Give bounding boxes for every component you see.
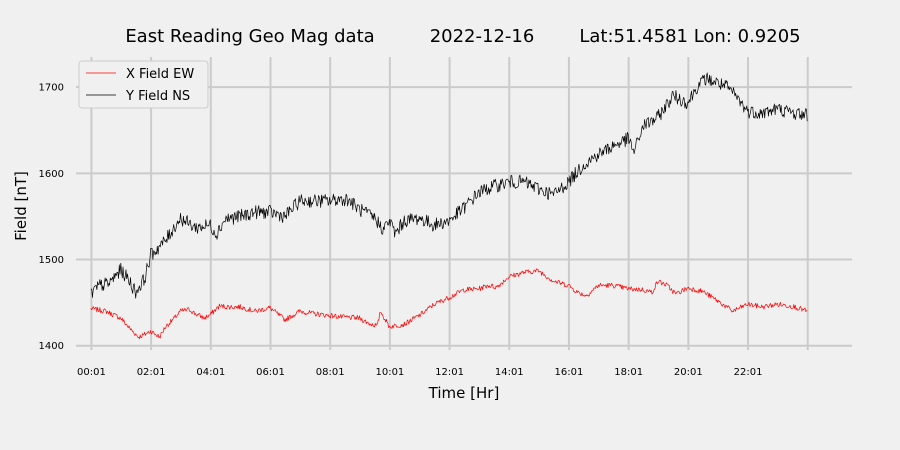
- x-tick-label: 04:01: [196, 367, 225, 378]
- chart-title-date: 2022-12-16: [430, 26, 535, 47]
- x-tick-label: 18:01: [614, 367, 643, 378]
- x-tick-label: 10:01: [375, 367, 404, 378]
- x-tick-label: 12:01: [435, 367, 464, 378]
- y-tick-label: 1700: [39, 83, 64, 94]
- series-line-y-field-ns: [90, 72, 808, 299]
- series-line-x-field-ew: [90, 268, 808, 340]
- chart-title-location: Lat:51.4581 Lon: 0.9205: [579, 26, 800, 47]
- x-tick-label: 22:01: [734, 367, 763, 378]
- x-tick-label: 06:01: [256, 367, 285, 378]
- axes: 00:01 02:01 04:01 06:01 08:01 10:01 12:01 14:01…: [39, 83, 763, 378]
- y-tick-label: 1400: [39, 341, 64, 352]
- x-tick-label: 16:01: [555, 367, 584, 378]
- x-tick-label: 00:01: [77, 367, 106, 378]
- series-layer: [90, 72, 808, 340]
- legend-label-y-field-ns: Y Field NS: [125, 89, 190, 104]
- chart-title: East Reading Geo Mag data 2022-12-16 Lat…: [125, 26, 800, 47]
- x-axis-label: Time [Hr]: [428, 384, 500, 402]
- x-tick-label: 20:01: [674, 367, 703, 378]
- legend-label-x-field-ew: X Field EW: [126, 67, 194, 82]
- x-tick-label: 08:01: [316, 367, 345, 378]
- y-axis-label: Field [nT]: [12, 171, 30, 241]
- y-tick-label: 1500: [39, 255, 64, 266]
- grid: [76, 57, 852, 350]
- legend: X Field EW Y Field NS: [78, 60, 209, 109]
- y-tick-label: 1600: [39, 169, 64, 180]
- x-tick-label: 02:01: [137, 367, 166, 378]
- chart-title-station: East Reading Geo Mag data: [125, 26, 374, 47]
- x-tick-label: 14:01: [495, 367, 524, 378]
